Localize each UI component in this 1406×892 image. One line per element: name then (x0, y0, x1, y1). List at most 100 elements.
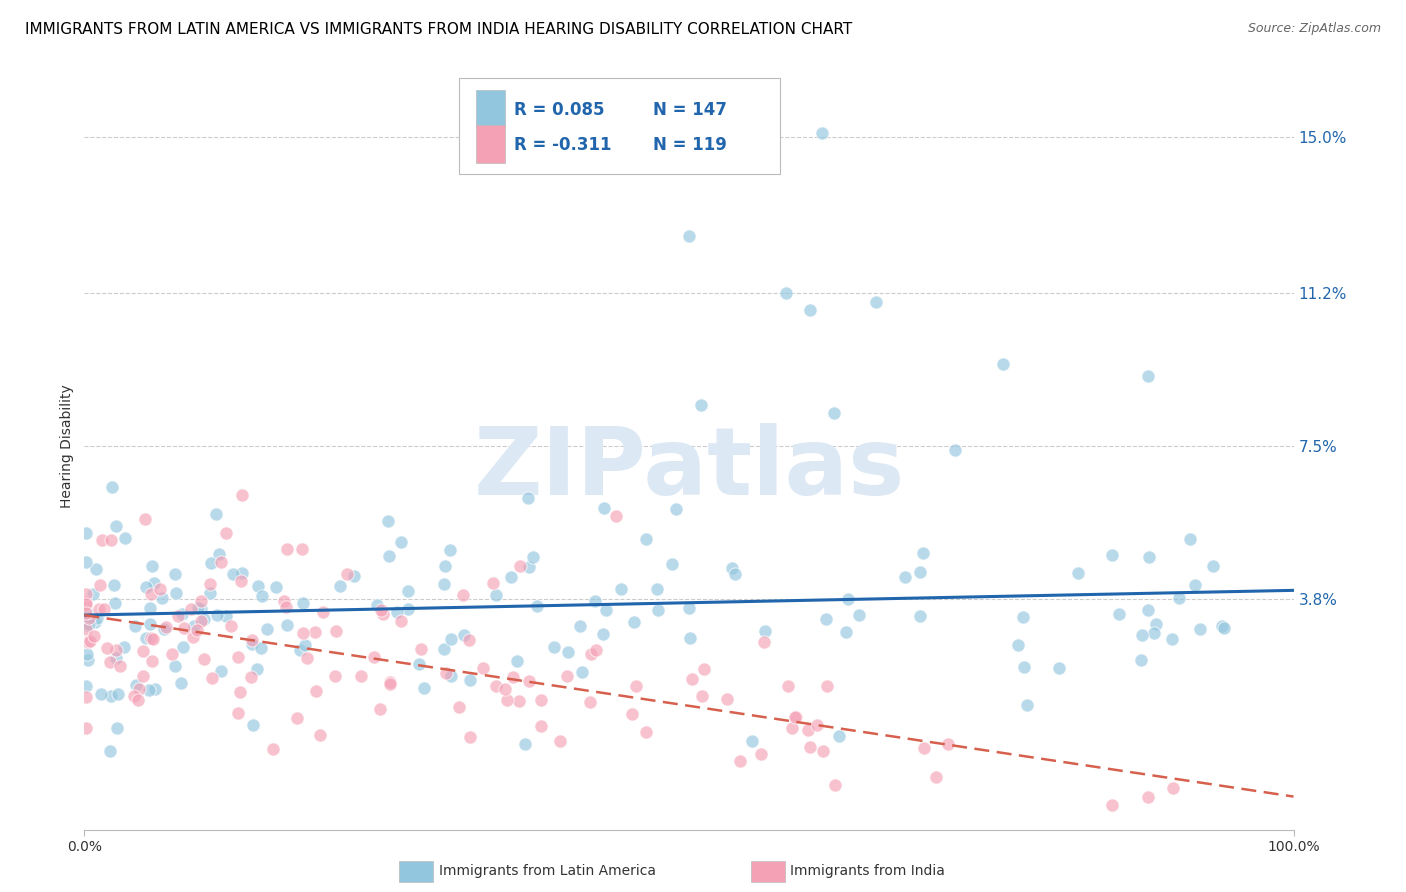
Point (908, 608, 931, 623)
Point (75, 622, 97, 636)
Point (380, 677, 402, 691)
Point (329, 579, 352, 593)
Point (775, 286, 797, 301)
Point (440, 632, 463, 647)
Point (458, 730, 481, 744)
Point (295, 651, 318, 665)
Text: Immigrants from India: Immigrants from India (790, 864, 945, 879)
Point (432, 641, 454, 656)
Point (363, 649, 385, 664)
Point (609, 582, 631, 596)
Point (526, 599, 548, 614)
Point (105, 519, 128, 533)
Point (160, 648, 183, 662)
Point (96, 640, 118, 655)
Point (138, 682, 160, 697)
Point (370, 603, 392, 617)
Text: R = 0.085: R = 0.085 (513, 101, 605, 119)
Point (105, 721, 128, 735)
Point (785, 710, 807, 724)
Point (256, 623, 278, 637)
Point (721, 561, 744, 575)
Point (645, 582, 668, 596)
Point (377, 514, 399, 528)
Point (1213, 621, 1236, 635)
Point (104, 596, 127, 610)
Point (385, 605, 408, 619)
Point (494, 681, 516, 696)
Point (190, 602, 212, 616)
Point (517, 560, 540, 574)
Point (593, 500, 616, 515)
Point (100, 533, 122, 547)
Point (1180, 533, 1202, 547)
Point (848, 607, 870, 622)
Point (77, 616, 100, 631)
Point (128, 682, 150, 697)
Point (226, 706, 249, 720)
Point (305, 684, 328, 698)
Point (105, 643, 128, 657)
Point (1136, 603, 1159, 617)
Point (82, 587, 104, 601)
Point (485, 588, 508, 602)
FancyBboxPatch shape (460, 78, 780, 174)
Point (149, 582, 172, 596)
Point (396, 584, 419, 599)
Point (193, 612, 215, 626)
Point (389, 535, 412, 549)
Point (309, 728, 332, 742)
Point (595, 603, 617, 617)
Point (215, 609, 238, 624)
Point (799, 739, 821, 754)
Point (124, 619, 146, 633)
Point (449, 700, 471, 714)
Point (229, 684, 252, 698)
Point (499, 570, 522, 584)
Point (799, 302, 821, 317)
Point (246, 579, 269, 593)
Point (1101, 797, 1123, 812)
Point (647, 603, 669, 617)
Point (811, 744, 834, 758)
Point (522, 549, 544, 564)
Point (723, 566, 745, 581)
Text: Immigrants from Latin America: Immigrants from Latin America (439, 864, 655, 879)
Point (485, 680, 508, 694)
Point (75, 555, 97, 569)
Point (84, 562, 107, 576)
Point (434, 558, 457, 573)
Point (87, 602, 110, 616)
Point (1137, 368, 1160, 383)
Point (508, 693, 530, 707)
Point (513, 738, 536, 752)
Point (378, 549, 401, 564)
Point (1067, 566, 1090, 580)
FancyBboxPatch shape (477, 90, 505, 128)
Point (150, 591, 173, 605)
Point (264, 580, 287, 594)
Point (323, 669, 346, 683)
Point (75, 690, 97, 704)
Point (620, 707, 643, 722)
Point (183, 618, 205, 632)
Point (139, 616, 162, 631)
Point (288, 642, 311, 657)
Point (76, 635, 98, 649)
Point (865, 294, 887, 309)
Point (411, 641, 433, 656)
Point (785, 709, 807, 723)
Point (198, 576, 221, 591)
Point (583, 593, 606, 607)
Point (219, 618, 242, 632)
Point (925, 770, 948, 784)
Point (634, 725, 657, 739)
Point (408, 657, 430, 671)
Point (122, 689, 145, 703)
Point (373, 607, 395, 621)
Point (1012, 659, 1035, 673)
Point (678, 600, 700, 615)
Point (912, 741, 935, 756)
Text: IMMIGRANTS FROM LATIN AMERICA VS IMMIGRANTS FROM INDIA HEARING DISABILITY CORREL: IMMIGRANTS FROM LATIN AMERICA VS IMMIGRA… (25, 22, 852, 37)
Point (304, 625, 326, 640)
